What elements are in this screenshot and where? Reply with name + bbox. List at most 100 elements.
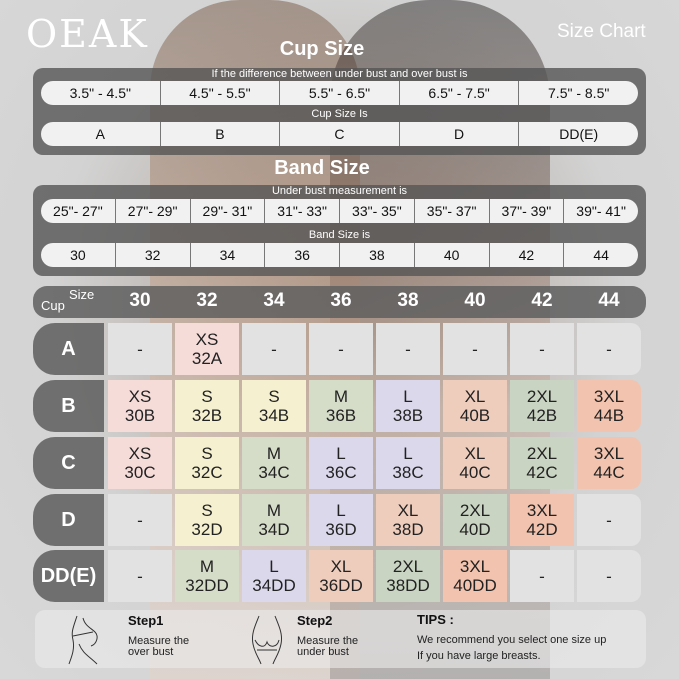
size-cell: 3XL 44C xyxy=(577,437,641,489)
difference-caption: If the difference between under bust and… xyxy=(211,68,468,80)
band-value: 34 xyxy=(189,243,265,267)
band-value: 32 xyxy=(114,243,190,267)
size-label: 2XL xyxy=(459,501,491,520)
row-header: C xyxy=(33,437,104,489)
size-cell: XL 40B xyxy=(443,380,507,432)
size-label: 3XL xyxy=(526,501,558,520)
size-cell: S 32D xyxy=(175,494,239,546)
size-label: L xyxy=(336,501,346,520)
corner-size-label: Size xyxy=(69,287,95,302)
column-header: 34 xyxy=(263,290,285,311)
size-cell: XS 30B xyxy=(108,380,172,432)
band-value: 40 xyxy=(413,243,489,267)
difference-value: 5.5" - 6.5" xyxy=(279,81,399,105)
size-label: XS xyxy=(128,387,152,406)
size-label: L xyxy=(336,444,346,463)
band-row: 30 32 34 36 38 40 42 44 xyxy=(41,243,638,267)
size-label: S xyxy=(201,501,213,520)
size-cell: - xyxy=(108,323,172,375)
column-header: 30 xyxy=(129,290,151,311)
size-label: 3XL xyxy=(593,387,625,406)
tips-title: TIPS : xyxy=(417,612,454,627)
size-cell: 2XL 38DD xyxy=(376,550,440,602)
bra-size-code: 44B xyxy=(593,406,625,425)
bra-size-code: 32DD xyxy=(185,576,229,595)
grid-header: Cup Size 30 32 34 36 38 40 42 44 xyxy=(33,286,646,318)
size-label: S xyxy=(268,387,280,406)
size-cell: - xyxy=(577,550,641,602)
size-cell: S 34B xyxy=(242,380,306,432)
row-header: B xyxy=(33,380,104,432)
band-value: 44 xyxy=(563,243,638,267)
step2-text-line1: Measure the xyxy=(297,635,359,647)
band-size-title: Band Size xyxy=(274,157,370,179)
size-cell: M 34C xyxy=(242,437,306,489)
size-label: - xyxy=(338,339,344,359)
band-value: 36 xyxy=(264,243,339,267)
under-bust-measure-icon xyxy=(252,615,282,665)
size-label: M xyxy=(199,557,215,576)
measurement-value: 27"- 29" xyxy=(114,199,190,223)
size-cell: L 36D xyxy=(309,494,373,546)
measurement-value: 35"- 37" xyxy=(413,199,489,223)
bra-size-code: 32C xyxy=(191,463,223,482)
size-label: - xyxy=(137,339,143,359)
bra-size-code: 36C xyxy=(325,463,357,482)
size-cell: - xyxy=(376,323,440,375)
bra-size-code: 42C xyxy=(526,463,558,482)
size-label: 2XL xyxy=(526,444,558,463)
size-cell: L 38C xyxy=(376,437,440,489)
size-label: - xyxy=(137,566,143,586)
size-cell: - xyxy=(443,323,507,375)
cup-size-title: Cup Size xyxy=(279,38,365,60)
step2-text-line2: under bust xyxy=(297,646,349,658)
row-header: DD(E) xyxy=(33,550,104,602)
size-label: - xyxy=(606,339,612,359)
difference-value: 4.5" - 5.5" xyxy=(159,81,280,105)
column-header: 42 xyxy=(531,290,553,311)
bra-size-code: 30B xyxy=(124,406,156,425)
size-label: - xyxy=(539,566,545,586)
cup-value: D xyxy=(398,122,519,146)
size-label: 2XL xyxy=(392,557,424,576)
size-cell: - xyxy=(577,494,641,546)
column-header: 44 xyxy=(598,290,620,311)
row-header: A xyxy=(33,323,104,375)
difference-value: 7.5" - 8.5" xyxy=(518,81,638,105)
cup-caption: Cup Size Is xyxy=(311,108,368,120)
size-cell: 2XL 42B xyxy=(510,380,574,432)
measurement-value: 31"- 33" xyxy=(264,199,339,223)
bra-size-code: 42D xyxy=(526,520,558,539)
size-cell: XL 36DD xyxy=(309,550,373,602)
size-label: L xyxy=(403,444,413,463)
bra-size-code: 44C xyxy=(593,463,625,482)
measurement-value: 33"- 35" xyxy=(339,199,414,223)
size-cell: M 36B xyxy=(309,380,373,432)
bra-size-code: 40C xyxy=(459,463,491,482)
size-label: XL xyxy=(330,557,352,576)
measurement-value: 25"- 27" xyxy=(53,203,103,219)
step1-text-line2: over bust xyxy=(128,646,174,658)
under-bust-caption: Under bust measurement is xyxy=(271,185,408,197)
band-value: 30 xyxy=(70,247,86,263)
size-label: XS xyxy=(128,444,152,463)
size-cell: L 34DD xyxy=(242,550,306,602)
difference-value: 6.5" - 7.5" xyxy=(398,81,519,105)
bra-size-code: 40D xyxy=(459,520,491,539)
size-label: - xyxy=(137,510,143,530)
column-header: 38 xyxy=(397,290,419,311)
cup-value: B xyxy=(159,122,280,146)
size-cell: - xyxy=(309,323,373,375)
size-cell: - xyxy=(108,550,172,602)
bra-size-code: 40DD xyxy=(453,576,497,595)
size-label: 3XL xyxy=(459,557,491,576)
size-cell: 3XL 40DD xyxy=(443,550,507,602)
corner-cup-label: Cup xyxy=(41,298,65,313)
size-label: XS xyxy=(195,330,219,349)
measurement-value: 29"- 31" xyxy=(189,199,265,223)
column-header: 32 xyxy=(196,290,218,311)
size-label: M xyxy=(333,387,349,406)
measurement-row: 25"- 27" 27"- 29" 29"- 31" 31"- 33" 33"- 35"… xyxy=(41,199,638,223)
row-header: D xyxy=(33,494,104,546)
size-label: - xyxy=(271,339,277,359)
